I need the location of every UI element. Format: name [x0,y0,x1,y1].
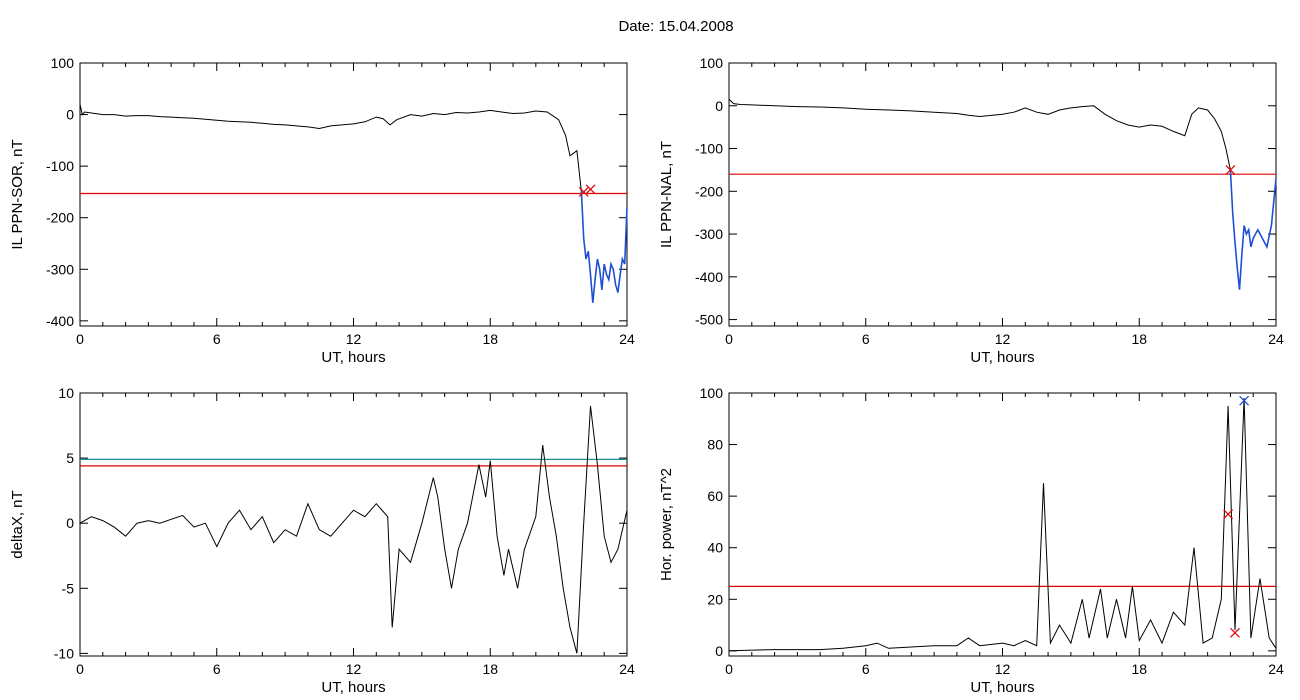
plot-frame [728,62,1277,327]
marker-stroke [1225,164,1236,175]
x-tick-label: 24 [1268,661,1284,677]
chart-panel-1: 0 6 12 18 24 100 0 -100 -200 -300 -400 UT, hours IL … [9,55,635,366]
x-tick-label: 18 [1131,331,1147,347]
y-tick-label: 0 [715,98,723,114]
chart-panel-2: 0 6 12 18 24 100 0 -100 -200 -300 -400 -500 UT, hour… [658,55,1284,366]
y-tick-label: -100 [695,141,723,157]
y-axis-label: deltaX, nT [9,490,26,558]
y-axis-label: IL PPN-SOR, nT [9,139,26,249]
x-tick-label: 0 [725,331,733,347]
x-tick-label: 24 [619,661,635,677]
chart-panel-4: 0 6 12 18 24 100 80 60 40 20 0 UT, hours Hor. power,… [658,385,1284,696]
y-tick-label: 20 [707,591,723,607]
y-tick-label: 5 [66,450,74,466]
x-tick-label: 24 [1268,331,1284,347]
y-tick-label: 100 [51,55,75,71]
marker-stroke [578,186,589,197]
series-line-1 [728,98,1231,171]
y-tick-label: -200 [46,210,74,226]
x-tick-label: 6 [213,661,221,677]
figure-title: Date: 15.04.2008 [618,18,734,35]
x-tick-label: 0 [725,661,733,677]
x-tick-label: 12 [995,331,1011,347]
y-tick-label: 0 [715,643,723,659]
marker-stroke [1239,395,1250,406]
series-line-1 [79,104,582,192]
marker-cross [1223,509,1234,520]
x-axis-label: UT, hours [321,679,385,696]
y-tick-label: -200 [695,183,723,199]
y-tick-label: -300 [695,226,723,242]
x-tick-label: 12 [995,661,1011,677]
y-tick-label: 100 [700,55,724,71]
marker-cross [1239,395,1250,406]
marker-stroke [585,184,596,195]
y-axis-label: IL PPN-NAL, nT [658,141,675,248]
plot-frame [728,392,1277,657]
y-tick-label: 100 [700,385,724,401]
y-tick-label: 10 [58,385,74,401]
plot-frame [79,62,628,327]
y-axis-label: Hor. power, nT^2 [658,468,675,581]
x-axis-label: UT, hours [970,349,1034,366]
marker-stroke [1230,627,1240,638]
plot-frame [79,392,628,657]
y-tick-label: -10 [54,645,74,661]
x-tick-label: 6 [862,661,870,677]
y-tick-label: 80 [707,437,723,453]
series-line-2 [580,191,628,303]
x-axis-label: UT, hours [321,349,385,366]
y-tick-label: -500 [695,312,723,328]
y-tick-label: -5 [62,580,75,596]
marker-cross [1225,164,1236,175]
y-tick-label: -300 [46,261,74,277]
y-tick-label: -400 [695,269,723,285]
x-tick-label: 12 [346,661,362,677]
x-tick-label: 18 [482,331,498,347]
x-tick-label: 0 [76,661,84,677]
series-line-1 [79,405,628,654]
series-line-1 [728,398,1277,652]
y-tick-label: -400 [46,313,74,329]
marker-cross [578,186,589,197]
x-tick-label: 6 [862,331,870,347]
y-tick-label: 40 [707,540,723,556]
x-tick-label: 0 [76,331,84,347]
x-tick-label: 18 [482,661,498,677]
x-tick-label: 24 [619,331,635,347]
marker-cross [1230,627,1240,638]
y-tick-label: -100 [46,158,74,174]
y-tick-label: 60 [707,488,723,504]
marker-cross [585,184,596,195]
y-tick-label: 0 [66,107,74,123]
y-tick-label: 0 [66,515,74,531]
chart-panel-3: 0 6 12 18 24 10 5 0 -5 -10 UT, hours deltaX, nT [9,385,635,696]
x-tick-label: 6 [213,331,221,347]
x-tick-label: 12 [346,331,362,347]
series-line-2 [1229,169,1277,290]
marker-stroke [1223,509,1234,520]
x-axis-label: UT, hours [970,679,1034,696]
x-tick-label: 18 [1131,661,1147,677]
